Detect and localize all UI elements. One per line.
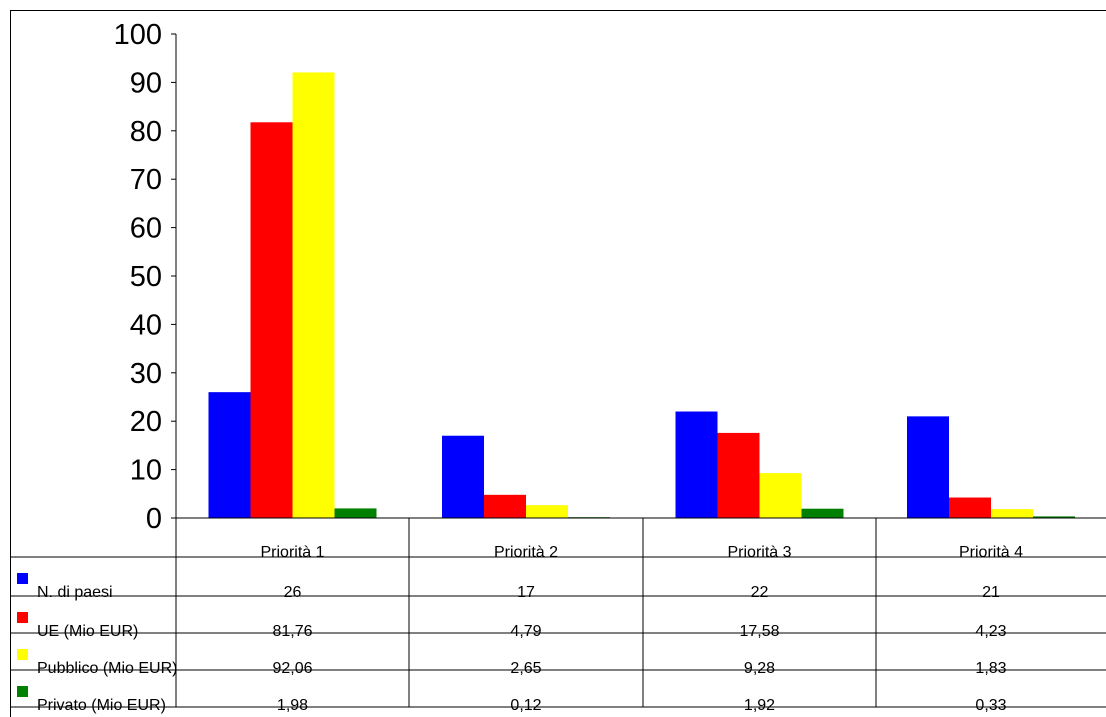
bar: [250, 122, 293, 518]
chart-frame: [10, 10, 1106, 717]
data-table-cell: 0,12: [510, 697, 541, 714]
bar: [907, 416, 949, 518]
data-table-cell: 17: [517, 584, 535, 601]
category-label: Priorità 1: [260, 544, 324, 561]
data-table-cell: 17,58: [739, 623, 779, 640]
category-label: Priorità 4: [959, 544, 1023, 561]
data-table-cell: 92,06: [272, 660, 312, 677]
y-tick-label: 80: [130, 116, 162, 148]
legend-label: Pubblico (Mio EUR): [37, 660, 177, 677]
bar: [334, 508, 377, 518]
bar: [484, 494, 526, 518]
legend-label: UE (Mio EUR): [37, 623, 138, 640]
bar: [292, 72, 335, 519]
y-tick-label: 40: [130, 309, 162, 341]
category-label: Priorità 3: [727, 544, 791, 561]
y-tick-label: 70: [130, 164, 162, 196]
data-table-cell: 4,23: [975, 623, 1006, 640]
bar: [991, 509, 1033, 518]
category-label: Priorità 2: [494, 544, 558, 561]
data-table-cell: 1,98: [277, 697, 308, 714]
legend-label: N. di paesi: [37, 584, 113, 601]
bar: [675, 411, 718, 518]
y-tick-label: 50: [130, 261, 162, 293]
data-table-cell: 0,33: [975, 697, 1006, 714]
data-table-cell: 1,83: [975, 660, 1006, 677]
bar: [1033, 516, 1075, 518]
legend-swatch: [17, 612, 28, 623]
data-table-cell: 21: [982, 584, 1000, 601]
legend-swatch: [17, 573, 28, 584]
y-tick-label: 10: [130, 455, 162, 487]
data-table-cell: 2,65: [510, 660, 541, 677]
data-table-cell: 22: [751, 584, 769, 601]
legend-swatch: [17, 686, 28, 697]
bar: [801, 508, 844, 518]
bar: [442, 435, 484, 518]
y-tick-label: 100: [114, 19, 162, 51]
legend-swatch: [17, 649, 28, 660]
bar: [949, 497, 991, 518]
data-table-cell: 9,28: [744, 660, 775, 677]
bar: [717, 432, 760, 518]
y-tick-label: 90: [130, 67, 162, 99]
data-table-cell: 81,76: [272, 623, 312, 640]
data-table-cell: 4,79: [510, 623, 541, 640]
bar: [208, 392, 251, 518]
y-tick-label: 20: [130, 406, 162, 438]
legend-label: Privato (Mio EUR): [37, 697, 166, 714]
data-table-cell: 26: [284, 584, 302, 601]
y-tick-label: 60: [130, 213, 162, 245]
data-table-cell: 1,92: [744, 697, 775, 714]
bar: [526, 505, 568, 518]
y-tick-label: 0: [146, 503, 162, 535]
bar: [759, 473, 802, 518]
y-tick-label: 30: [130, 358, 162, 390]
